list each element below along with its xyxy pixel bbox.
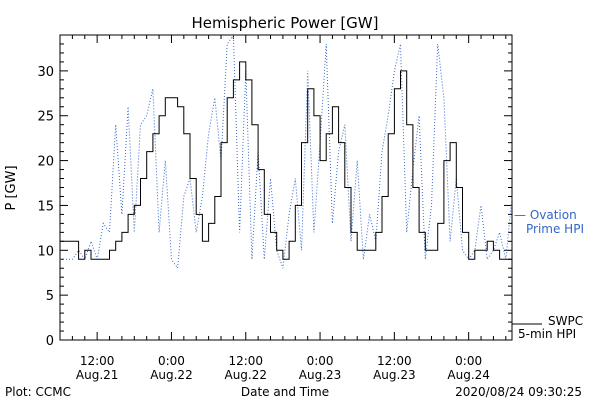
y-tick-label: 30	[37, 65, 54, 80]
y-tick-label: 5	[46, 289, 54, 304]
x-axis-label: Date and Time	[241, 385, 329, 399]
x-tick-label-time: 12:00	[80, 354, 115, 368]
x-tick-label-date: Aug.24	[447, 368, 490, 382]
x-tick-label-time: 0:00	[158, 354, 185, 368]
x-tick-label-time: 0:00	[455, 354, 482, 368]
x-axis: 12:00Aug.210:00Aug.2212:00Aug.220:00Aug.…	[59, 35, 507, 382]
footer-timestamp: 2020/08/24 09:30:25	[455, 385, 582, 399]
series-line-ovation-prime-hpi	[60, 33, 513, 270]
x-tick-label-date: Aug.23	[373, 368, 416, 382]
x-tick-label-time: 12:00	[228, 354, 263, 368]
legend-swpc-line1: SWPC	[548, 314, 583, 328]
y-tick-label: 0	[46, 334, 54, 349]
legend-ovation-line1: — Ovation	[514, 208, 577, 222]
x-tick-label-date: Aug.21	[76, 368, 119, 382]
y-axis-label: P [GW]	[4, 165, 19, 210]
y-axis: 0 5 10 15 20 25 30	[37, 34, 512, 349]
y-tick-label: 25	[37, 110, 54, 125]
y-tick-label: 10	[37, 244, 54, 259]
x-tick-label-time: 0:00	[307, 354, 334, 368]
y-tick-label: 15	[37, 199, 54, 214]
y-tick-label: 20	[37, 155, 54, 170]
x-tick-label-date: Aug.23	[299, 368, 342, 382]
x-tick-label-time: 12:00	[377, 354, 412, 368]
footer-plot-credit: Plot: CCMC	[5, 385, 71, 399]
legend-ovation-line2: Prime HPI	[526, 222, 584, 236]
chart-title: Hemispheric Power [GW]	[192, 14, 379, 32]
x-tick-label-date: Aug.22	[150, 368, 193, 382]
legend-swpc-line2: 5-min HPI	[518, 327, 576, 341]
series-layer	[60, 33, 513, 270]
x-tick-label-date: Aug.22	[224, 368, 267, 382]
series-line-swpc-5min-hpi	[60, 61, 512, 260]
